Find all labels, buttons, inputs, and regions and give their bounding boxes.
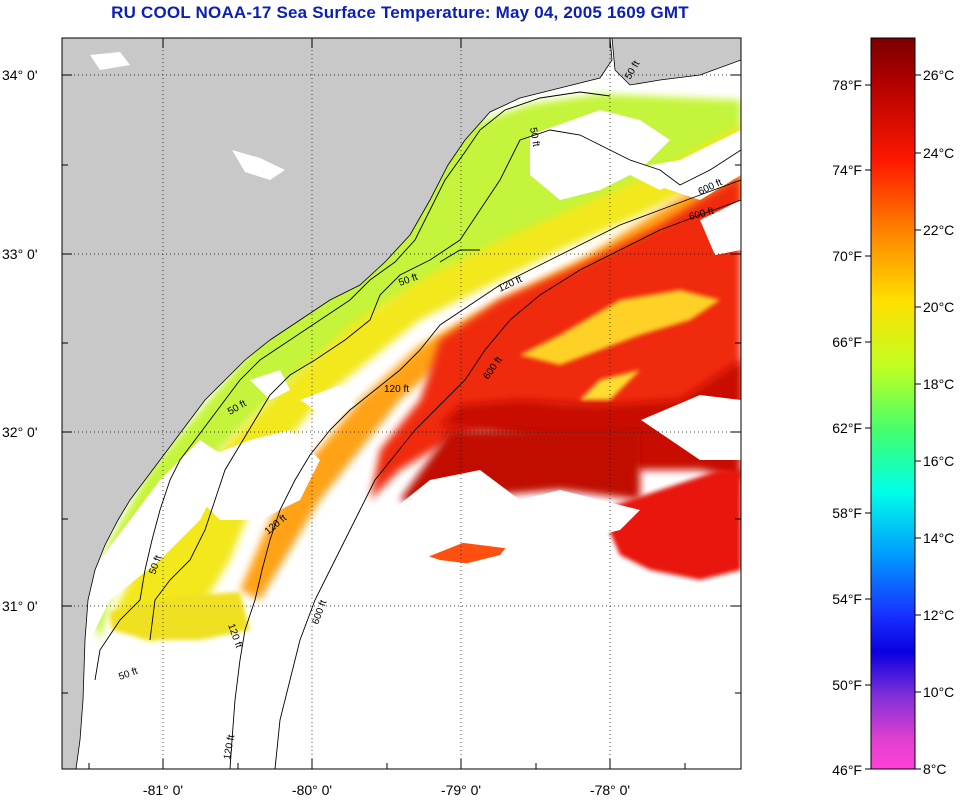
contour-label: 120 ft xyxy=(222,734,237,761)
map-area[interactable]: 50 ft 50 ft 50 ft 50 ft 50 ft 120 ft 120… xyxy=(62,38,741,769)
sst-warm-filament-yellow xyxy=(520,290,720,365)
cloud-northeast xyxy=(640,130,741,200)
contour-120ft-b xyxy=(229,179,741,769)
axis-ticks xyxy=(62,38,741,769)
cloud-coastal-south xyxy=(62,440,230,700)
colorbar-celsius-labels: 26°C 24°C 22°C 20°C 18°C 16°C 14°C 12°C … xyxy=(923,67,954,777)
fahrenheit-label: 54°F xyxy=(832,591,862,607)
fahrenheit-label: 70°F xyxy=(832,248,862,264)
land-mass-north xyxy=(611,38,741,86)
longitude-labels: -81° 0' -80° 0' -79° 0' -78° 0' xyxy=(143,782,630,798)
colorbar-fahrenheit-labels: 78°F 74°F 70°F 66°F 62°F 58°F 54°F 50°F … xyxy=(832,77,862,778)
latitude-labels: 34° 0' 33° 0' 32° 0' 31° 0' xyxy=(2,67,38,614)
inland-lake-2 xyxy=(90,52,130,70)
fahrenheit-label: 62°F xyxy=(832,420,862,436)
cloud-small-1 xyxy=(250,370,290,400)
celsius-label: 22°C xyxy=(923,222,954,238)
lon-label: -80° 0' xyxy=(292,782,332,798)
lon-label: -78° 0' xyxy=(590,782,630,798)
cloud-south-open xyxy=(240,540,741,769)
celsius-label: 24°C xyxy=(923,145,954,161)
contour-120ft-a xyxy=(149,129,741,641)
celsius-label: 14°C xyxy=(923,530,954,546)
celsius-label: 20°C xyxy=(923,299,954,315)
fahrenheit-label: 66°F xyxy=(832,334,862,350)
lat-label: 33° 0' xyxy=(2,246,38,262)
lon-label: -79° 0' xyxy=(441,782,481,798)
cloud-east-1 xyxy=(700,200,741,255)
fahrenheit-label: 74°F xyxy=(832,162,862,178)
fahrenheit-label: 46°F xyxy=(832,762,862,778)
celsius-label: 16°C xyxy=(923,453,954,469)
fahrenheit-label: 50°F xyxy=(832,677,862,693)
lon-label: -81° 0' xyxy=(143,782,183,798)
cloud-small-2 xyxy=(300,385,355,420)
map-frame xyxy=(61,37,742,770)
sst-nearshore-patch xyxy=(110,592,250,640)
celsius-label: 18°C xyxy=(923,376,954,392)
colorbar-gradient xyxy=(870,37,916,770)
land-mass xyxy=(62,38,613,769)
cloud-south-band xyxy=(380,470,640,550)
contour-marker xyxy=(439,249,480,263)
contour-50ft xyxy=(94,91,611,681)
sst-filament-small xyxy=(580,370,640,400)
contour-label: 120 ft xyxy=(384,384,409,395)
celsius-label: 12°C xyxy=(923,607,954,623)
colorbar-ticks xyxy=(865,74,921,770)
inland-lake-1 xyxy=(232,150,285,180)
lat-label: 34° 0' xyxy=(2,67,38,83)
celsius-label: 26°C xyxy=(923,67,954,83)
colorbar: 78°F 74°F 70°F 66°F 62°F 58°F 54°F 50°F … xyxy=(832,37,954,778)
lat-label: 31° 0' xyxy=(2,598,38,614)
celsius-label: 10°C xyxy=(923,684,954,700)
lat-label: 32° 0' xyxy=(2,424,38,440)
bathymetry-contours xyxy=(94,91,741,769)
sst-gulf-stream-core xyxy=(440,360,741,480)
cloud-mask xyxy=(62,110,741,769)
cloud-shelf-patch xyxy=(190,430,320,520)
fahrenheit-label: 58°F xyxy=(832,505,862,521)
contour-600ft xyxy=(274,199,741,769)
celsius-label: 8°C xyxy=(923,761,947,777)
cloud-east-2 xyxy=(641,395,741,460)
sst-southeast-patch xyxy=(600,470,741,580)
map-title: RU COOL NOAA-17 Sea Surface Temperature:… xyxy=(111,3,689,22)
fahrenheit-label: 78°F xyxy=(832,77,862,93)
contour-label: 50 ft xyxy=(527,127,541,148)
